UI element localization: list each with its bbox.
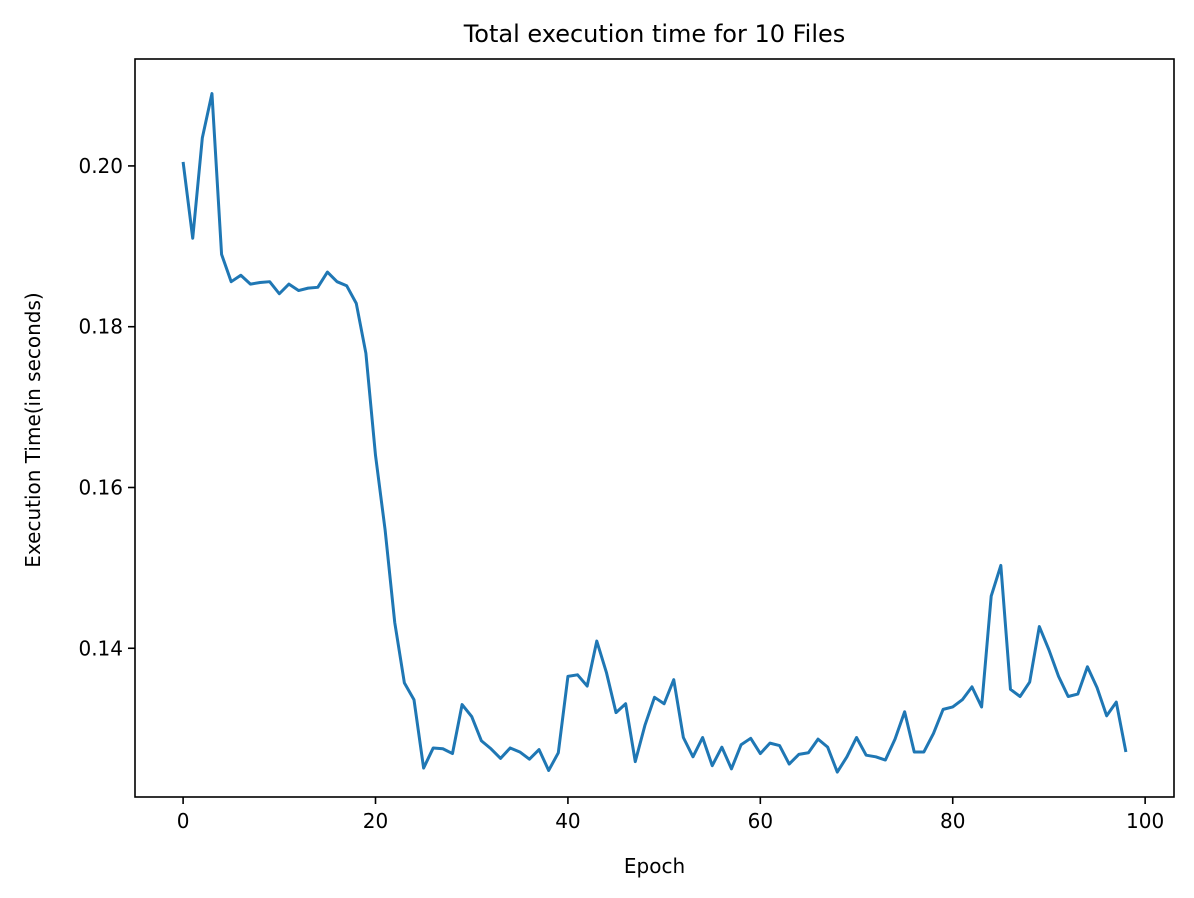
- chart-title: Total execution time for 10 Files: [463, 20, 846, 48]
- y-axis-label: Execution Time(in seconds): [21, 292, 45, 567]
- plot-area: [181, 92, 1128, 774]
- plot-frame: [134, 58, 1175, 798]
- x-tick-label: 80: [940, 809, 965, 833]
- x-tick-label: 0: [177, 809, 190, 833]
- y-tick-label: 0.20: [78, 154, 123, 178]
- x-tick-label: 60: [748, 809, 773, 833]
- y-tick-label: 0.16: [78, 475, 123, 499]
- x-tick-label: 100: [1126, 809, 1164, 833]
- y-tick-label: 0.14: [78, 636, 123, 660]
- x-tick-label: 40: [555, 809, 580, 833]
- x-axis-label: Epoch: [624, 854, 685, 878]
- series-line-0: [181, 92, 1128, 774]
- x-tick-label: 20: [363, 809, 388, 833]
- y-tick-label: 0.18: [78, 315, 123, 339]
- axis-ticks: 0 20 40 60 80 100 0.14 0.16 0.18 0.20: [78, 154, 1164, 833]
